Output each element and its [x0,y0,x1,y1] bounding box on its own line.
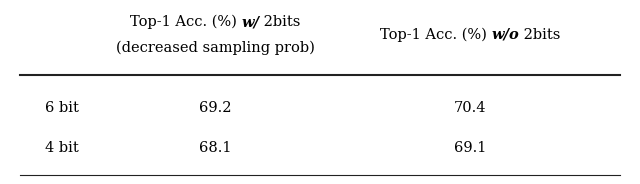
Text: w/o: w/o [491,28,519,42]
Text: (decreased sampling prob): (decreased sampling prob) [116,41,314,55]
Text: 68.1: 68.1 [199,141,231,155]
Text: 2bits: 2bits [519,28,560,42]
Text: 69.1: 69.1 [454,141,486,155]
Text: 70.4: 70.4 [454,101,486,115]
Text: 69.2: 69.2 [199,101,231,115]
Text: 4 bit: 4 bit [45,141,79,155]
Text: Top-1 Acc. (%): Top-1 Acc. (%) [129,15,241,29]
Text: 2bits: 2bits [259,15,300,29]
Text: w/: w/ [241,15,259,29]
Text: 6 bit: 6 bit [45,101,79,115]
Text: Top-1 Acc. (%): Top-1 Acc. (%) [380,28,491,42]
